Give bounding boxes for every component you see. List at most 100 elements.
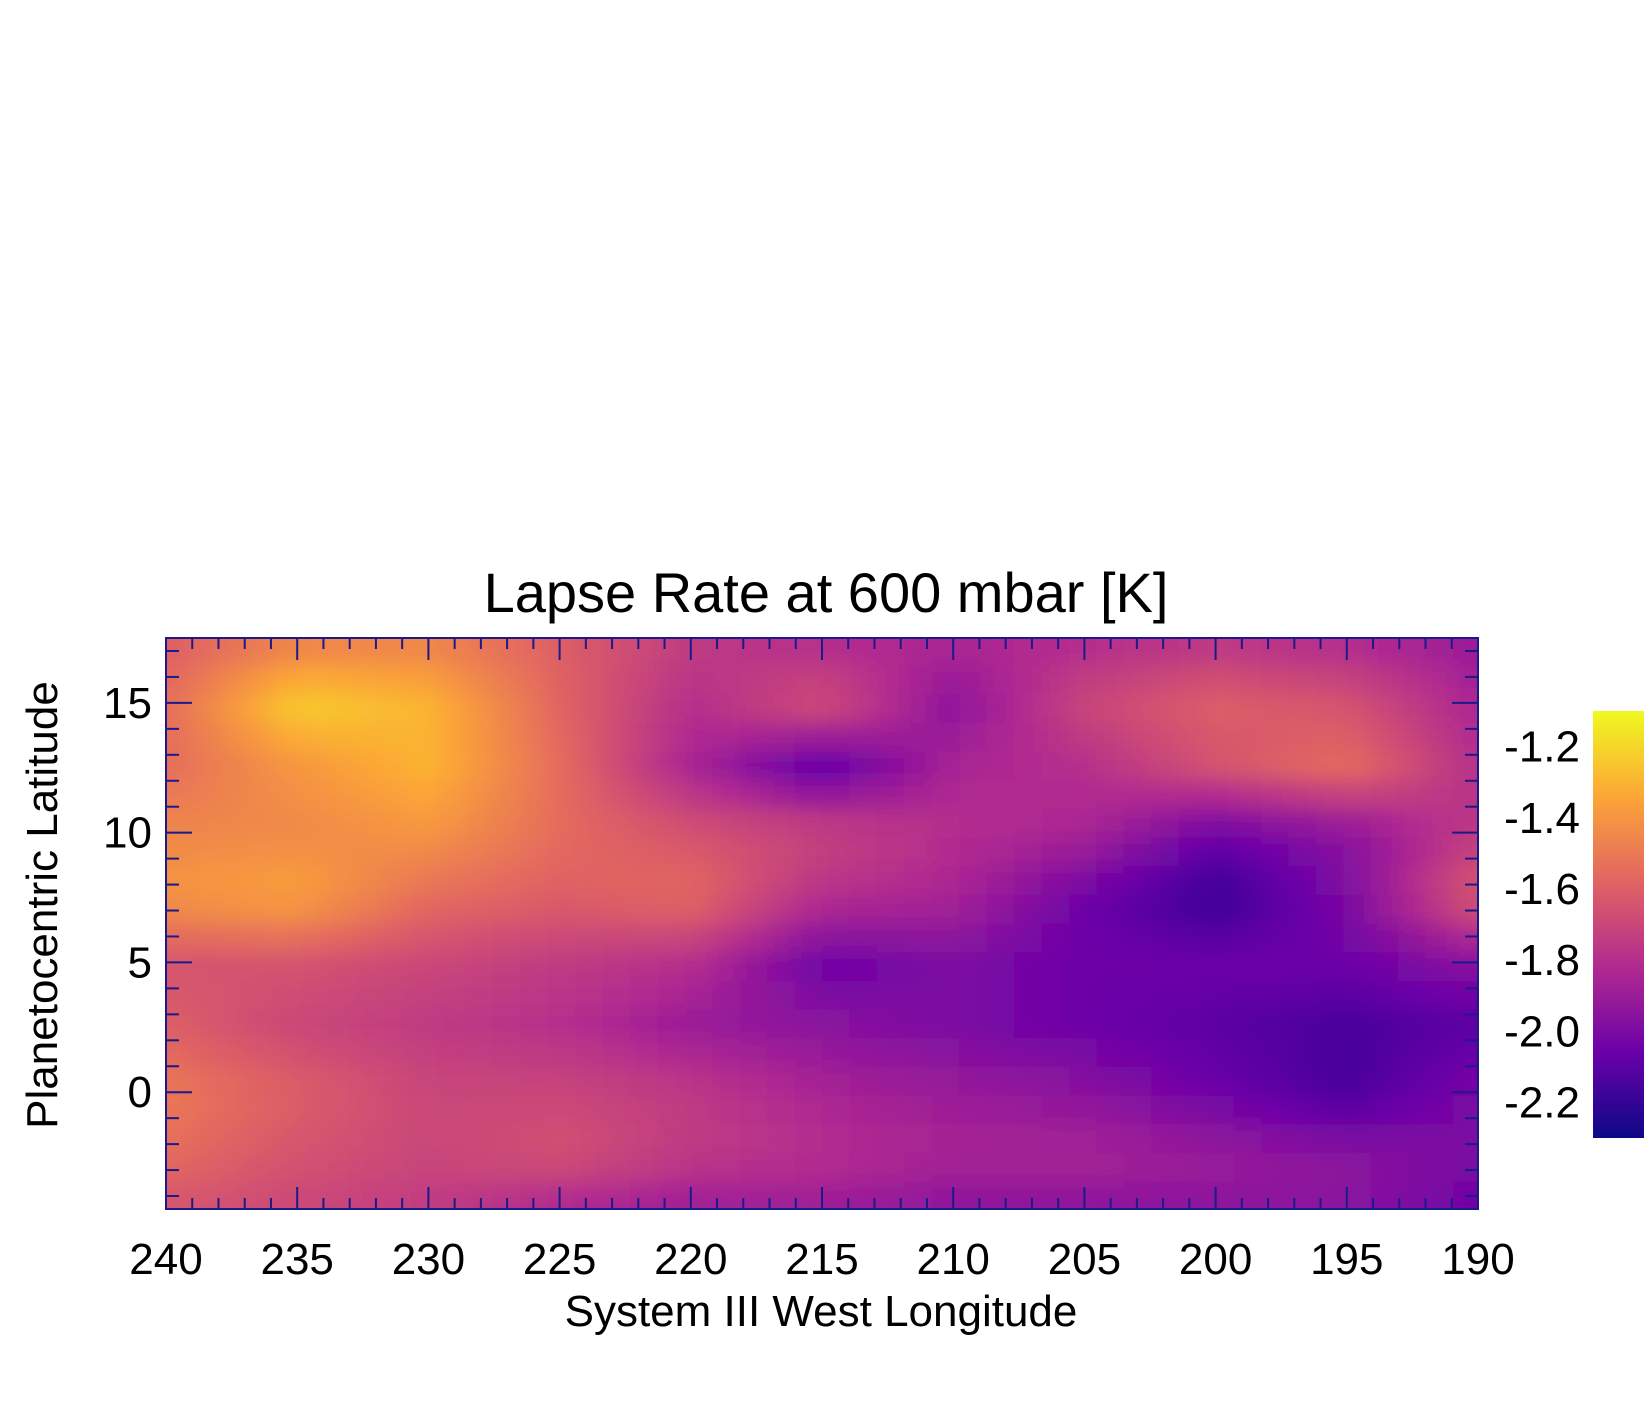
heatmap-cell [822, 894, 851, 925]
heatmap-cell [849, 1153, 878, 1183]
heatmap-cell [328, 665, 357, 696]
heatmap-cell [1206, 1009, 1235, 1040]
heatmap-cell [739, 694, 769, 724]
heatmap-cell [1453, 980, 1478, 1011]
heatmap-cell [739, 894, 769, 925]
heatmap-cell [904, 866, 933, 896]
x-tick-label: 225 [523, 1235, 596, 1284]
heatmap-cell [273, 1009, 302, 1040]
heatmap-cell [355, 1038, 384, 1068]
heatmap-cell [218, 608, 246, 638]
heatmap-cell [383, 780, 412, 810]
heatmap-cell [1398, 1153, 1427, 1183]
heatmap-cell [356, 608, 384, 638]
heatmap-cell [300, 1095, 329, 1126]
heatmap-cell [739, 1066, 769, 1097]
heatmap-cell [1041, 1181, 1070, 1209]
heatmap-cell [1288, 694, 1317, 724]
heatmap-cell [822, 665, 851, 696]
heatmap-cell [1206, 808, 1235, 839]
heatmap-cell [136, 1182, 164, 1212]
heatmap-cell [410, 808, 439, 839]
heatmap-cell [986, 722, 1015, 753]
heatmap-cell [218, 1009, 247, 1040]
heatmap-cell [1123, 1095, 1153, 1126]
heatmap-cell [1261, 894, 1290, 925]
heatmap-cell [849, 722, 878, 753]
heatmap-cell [1151, 894, 1180, 925]
heatmap-cell [1370, 952, 1400, 982]
heatmap-cell [657, 894, 686, 925]
heatmap-cell [986, 952, 1015, 982]
heatmap-cell [245, 638, 275, 667]
heatmap-cell [547, 665, 576, 696]
heatmap-cell [657, 1066, 686, 1097]
heatmap-cell [767, 837, 796, 868]
heatmap-cell [1041, 1153, 1070, 1183]
heatmap-cell [1096, 837, 1125, 868]
heatmap-cell [1398, 866, 1427, 896]
heatmap-cell [410, 694, 439, 724]
heatmap-cell [166, 1153, 192, 1183]
heatmap-cell [931, 894, 961, 925]
heatmap-cell [218, 694, 247, 724]
heatmap-cell [959, 894, 988, 925]
heatmap-cell [931, 1153, 961, 1183]
heatmap-cell [1233, 866, 1262, 896]
heatmap-cell [1123, 808, 1153, 839]
heatmap-cell [794, 1181, 823, 1209]
heatmap-cell [1096, 751, 1125, 782]
heatmap-cell [1206, 780, 1235, 810]
heatmap-cell [684, 780, 714, 810]
heatmap-cell [849, 808, 878, 839]
heatmap-cell [1370, 1038, 1400, 1068]
heatmap-cell [1370, 1181, 1400, 1209]
heatmap-cell [1343, 722, 1372, 753]
heatmap-cell [136, 866, 164, 896]
heatmap-cell [437, 837, 467, 868]
heatmap-cell [328, 1009, 357, 1040]
heatmap-cell [1123, 1009, 1153, 1040]
heatmap-cell [629, 808, 659, 839]
heatmap-cell [739, 923, 769, 954]
x-axis-ticks: 240 235 230 225 220 215 210 205 200 195 190 [129, 638, 1515, 1284]
heatmap-cell [1014, 1124, 1043, 1154]
heatmap-cell [410, 866, 439, 896]
heatmap-cell [190, 1009, 220, 1040]
heatmap-cell [575, 866, 604, 896]
heatmap-cell [1425, 722, 1455, 753]
heatmap-cell [1014, 1009, 1043, 1040]
heatmap-cell [602, 694, 631, 724]
heatmap-cell [1014, 694, 1043, 724]
heatmap-cell [300, 780, 329, 810]
heatmap-cell [410, 980, 439, 1011]
heatmap-cell [465, 694, 494, 724]
heatmap-cell [1069, 1181, 1098, 1209]
heatmap-cell [1315, 923, 1345, 954]
heatmap-cell [1041, 894, 1070, 925]
heatmap-cell [794, 780, 823, 810]
heatmap-cell [273, 923, 302, 954]
heatmap-cell [245, 980, 275, 1011]
heatmap-cell [191, 608, 219, 638]
heatmap-cell [1178, 1124, 1208, 1154]
heatmap-cell [218, 923, 247, 954]
heatmap-cell [273, 1095, 302, 1126]
heatmap-cell [1178, 1095, 1208, 1126]
heatmap-cell [492, 694, 522, 724]
heatmap-cell [492, 1038, 522, 1068]
heatmap-cell [1069, 894, 1098, 925]
heatmap-cell [1425, 1181, 1455, 1209]
heatmap-cell [190, 866, 220, 896]
heatmap-cell [575, 780, 604, 810]
heatmap-cell [1233, 1009, 1262, 1040]
heatmap-cell [684, 923, 714, 954]
heatmap-cell [1398, 722, 1427, 753]
heatmap-cell [684, 751, 714, 782]
heatmap-cell [767, 665, 796, 696]
heatmap-cell [1343, 1181, 1372, 1209]
heatmap-cell [794, 980, 823, 1011]
heatmap-cell [1014, 1095, 1043, 1126]
heatmap-cell [410, 1066, 439, 1097]
heatmap-cell [876, 751, 906, 782]
